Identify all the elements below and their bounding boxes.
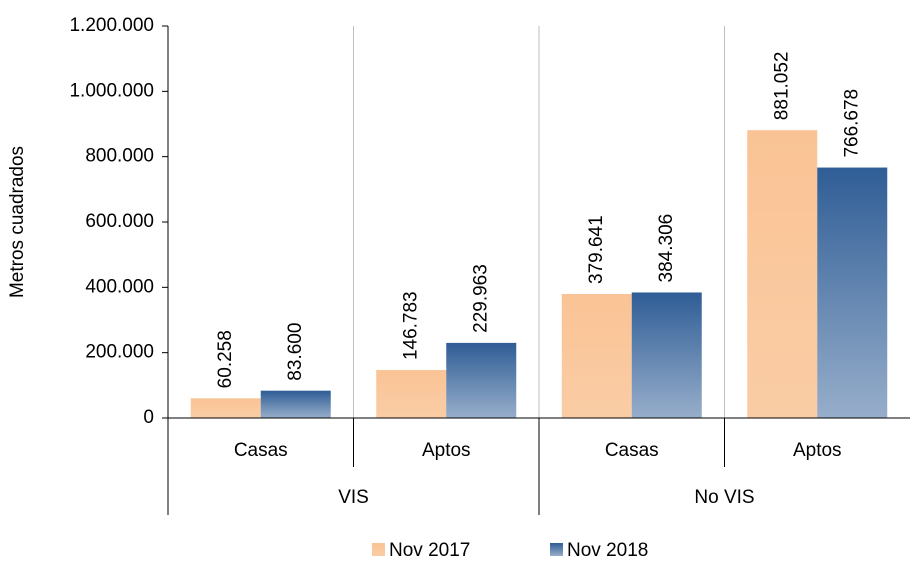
legend-swatch <box>550 543 563 556</box>
bar <box>817 167 888 418</box>
value-label: 881.052 <box>771 52 792 121</box>
legend-label: Nov 2017 <box>389 540 470 561</box>
y-tick-label: 1.200.000 <box>69 15 154 36</box>
x-tick-label: Aptos <box>793 440 842 461</box>
y-tick-label: 400.000 <box>85 276 154 297</box>
y-tick-label: 0 <box>143 407 154 428</box>
bar <box>747 130 818 418</box>
group-label: No VIS <box>694 487 754 508</box>
y-tick-label: 1.000.000 <box>69 80 154 101</box>
value-label: 146.783 <box>400 291 421 360</box>
y-tick-label: 200.000 <box>85 342 154 363</box>
bar <box>376 370 447 418</box>
group-label: VIS <box>338 487 369 508</box>
y-axis-title: Metros cuadrados <box>7 146 28 298</box>
x-tick-label: Casas <box>234 440 288 461</box>
value-label: 60.258 <box>215 330 236 388</box>
legend-swatch <box>372 543 385 556</box>
legend-label: Nov 2018 <box>567 540 648 561</box>
x-tick-label: Aptos <box>422 440 471 461</box>
value-label: 766.678 <box>841 89 862 158</box>
value-label: 229.963 <box>470 264 491 333</box>
y-tick-label: 800.000 <box>85 146 154 167</box>
bar <box>446 342 517 418</box>
bar <box>260 390 331 418</box>
value-label: 384.306 <box>656 214 677 283</box>
bar <box>631 292 702 418</box>
bar <box>190 398 261 418</box>
y-tick-label: 600.000 <box>85 211 154 232</box>
x-tick-label: Casas <box>605 440 659 461</box>
value-label: 83.600 <box>285 323 306 381</box>
value-label: 379.641 <box>586 215 607 284</box>
bar <box>561 293 632 418</box>
